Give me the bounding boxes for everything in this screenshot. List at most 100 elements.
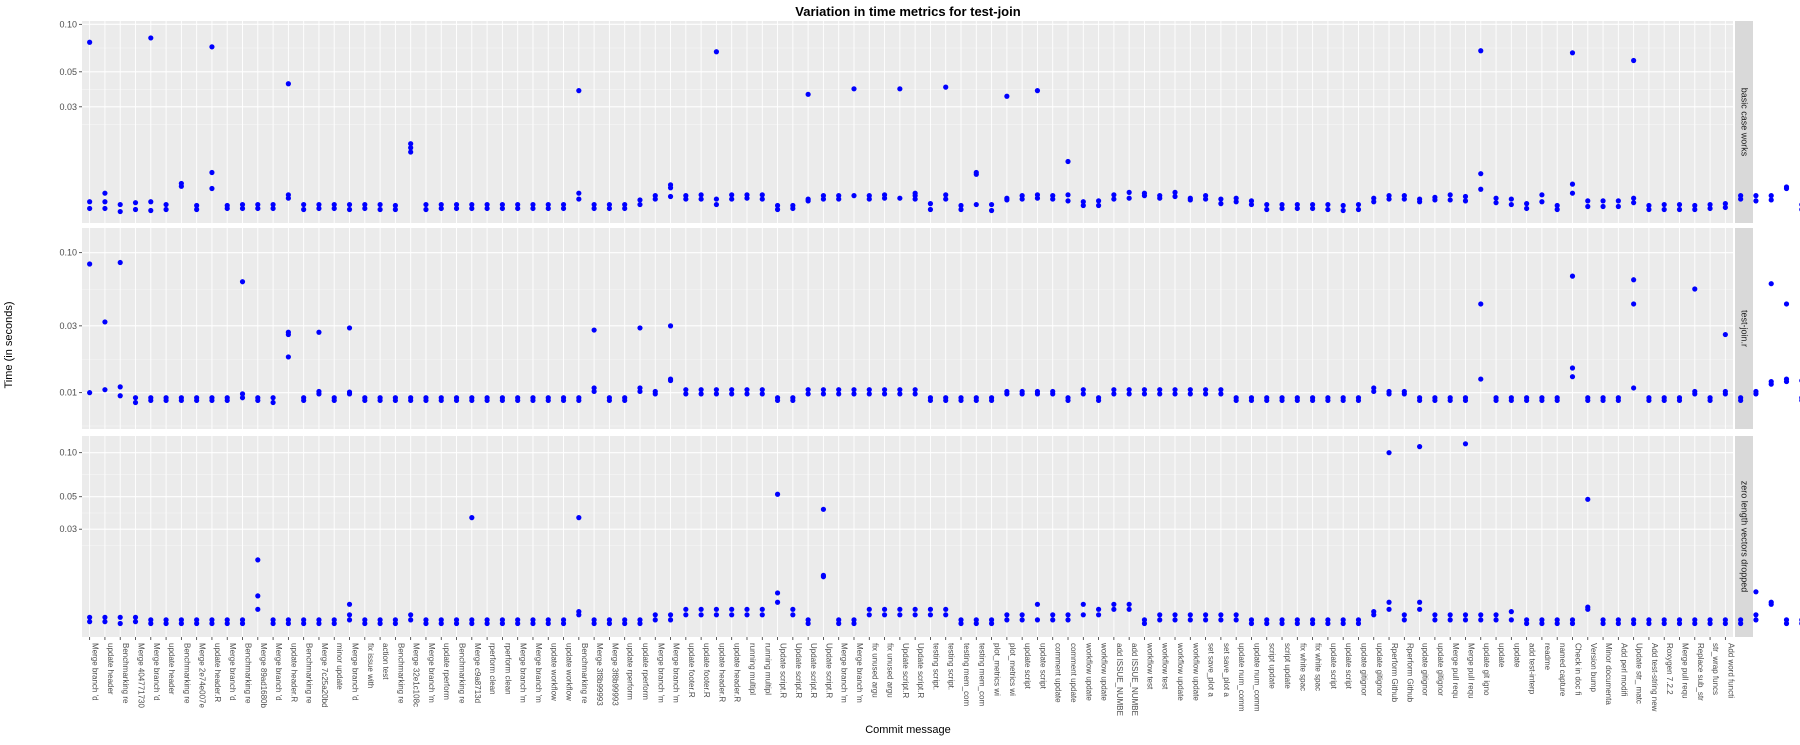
data-point bbox=[515, 201, 521, 208]
x-tick-label: workflow test bbox=[1161, 642, 1170, 690]
data-point bbox=[1172, 617, 1178, 623]
data-point bbox=[1080, 202, 1086, 209]
data-point bbox=[1692, 202, 1698, 209]
data-point bbox=[1631, 617, 1637, 623]
x-tick-label: Roxygen 7.2.2 bbox=[1665, 643, 1674, 695]
data-point bbox=[683, 196, 689, 202]
data-point bbox=[377, 620, 383, 627]
data-point bbox=[1340, 202, 1346, 209]
data-point bbox=[606, 201, 613, 208]
data-point bbox=[484, 620, 490, 627]
data-point bbox=[117, 259, 123, 266]
x-tick-label: set save_plot a bbox=[1207, 643, 1216, 697]
x-tick-label: minor update bbox=[335, 643, 344, 690]
data-point bbox=[1600, 395, 1606, 401]
data-point bbox=[683, 612, 689, 618]
data-point bbox=[102, 199, 108, 205]
data-point bbox=[1753, 612, 1759, 618]
data-point bbox=[102, 614, 108, 620]
data-point bbox=[1202, 387, 1209, 393]
data-point bbox=[1539, 620, 1545, 627]
data-point bbox=[1753, 388, 1759, 395]
x-tick-label: update rperform bbox=[641, 643, 650, 700]
data-point bbox=[1294, 620, 1300, 627]
data-point bbox=[438, 205, 444, 212]
data-point bbox=[1524, 617, 1530, 623]
x-tick-label: Benchmarking re bbox=[580, 643, 589, 704]
data-point bbox=[1187, 387, 1193, 393]
data-point bbox=[453, 617, 460, 623]
x-tick-label: update script bbox=[1023, 643, 1032, 690]
panel-1: 0.03 0.05 0.10 basic case works bbox=[59, 19, 1800, 223]
data-point bbox=[1218, 612, 1224, 618]
data-point bbox=[515, 205, 521, 212]
data-point bbox=[897, 391, 903, 397]
data-point bbox=[194, 617, 200, 623]
data-point bbox=[591, 205, 597, 212]
data-point bbox=[1753, 589, 1759, 595]
data-point bbox=[1722, 204, 1728, 211]
data-point bbox=[897, 606, 903, 612]
x-tick-label: update workflow bbox=[549, 643, 558, 701]
x-tick-label: update gitignor bbox=[1359, 643, 1368, 696]
x-tick-label: Update str_ matc bbox=[1635, 643, 1644, 704]
x-tick-label: Merge pull requ bbox=[1680, 643, 1689, 699]
x-tick-label: Merge branch 'm bbox=[855, 643, 864, 703]
data-point bbox=[1493, 612, 1499, 618]
data-point bbox=[224, 205, 230, 212]
data-point bbox=[499, 205, 505, 212]
data-point bbox=[148, 199, 154, 205]
data-point bbox=[1187, 391, 1193, 397]
x-tick-label: script update bbox=[1283, 643, 1292, 689]
data-point bbox=[1172, 193, 1178, 200]
data-point bbox=[988, 201, 995, 208]
data-point bbox=[1279, 617, 1285, 623]
data-point bbox=[713, 612, 720, 618]
data-point bbox=[1738, 617, 1744, 623]
data-point bbox=[117, 201, 123, 208]
x-tick-label: set save_plot a bbox=[1222, 643, 1231, 697]
data-point bbox=[576, 395, 582, 401]
data-point bbox=[545, 201, 551, 208]
data-point bbox=[729, 606, 735, 612]
data-point bbox=[423, 395, 429, 401]
x-tick-label: Merge pull requ bbox=[1451, 643, 1460, 699]
y-tick-label: 0.03 bbox=[59, 321, 77, 331]
data-point bbox=[1325, 201, 1331, 208]
data-point bbox=[1783, 376, 1790, 382]
data-point bbox=[362, 201, 368, 208]
data-point bbox=[1524, 395, 1530, 401]
data-point bbox=[1738, 620, 1744, 627]
data-point bbox=[1157, 391, 1163, 397]
data-point bbox=[1080, 387, 1086, 393]
data-point bbox=[1355, 206, 1362, 213]
data-point bbox=[1447, 192, 1453, 198]
data-point bbox=[881, 606, 888, 612]
x-tick-label: testing mem_com bbox=[977, 643, 986, 706]
data-points bbox=[87, 441, 1800, 627]
data-point bbox=[178, 617, 184, 623]
data-point bbox=[1738, 395, 1744, 401]
data-point bbox=[1126, 195, 1132, 201]
x-tick-label: Update script.R bbox=[809, 643, 818, 698]
data-point bbox=[209, 44, 215, 50]
data-point bbox=[1034, 601, 1041, 607]
data-point bbox=[438, 395, 444, 401]
data-point bbox=[1615, 620, 1621, 627]
data-point bbox=[622, 620, 628, 627]
x-tick-label: Merge 89ad1680b bbox=[259, 643, 268, 708]
data-point bbox=[270, 395, 276, 401]
x-tick-label: Update script.R bbox=[916, 643, 925, 698]
data-point bbox=[1325, 620, 1331, 627]
data-point bbox=[1095, 395, 1102, 401]
data-point bbox=[713, 49, 720, 55]
data-point bbox=[606, 617, 613, 623]
data-point bbox=[973, 620, 979, 627]
facet-strip bbox=[1735, 228, 1753, 429]
data-point bbox=[392, 620, 398, 627]
x-tick-label: running multipl bbox=[763, 643, 772, 695]
data-point bbox=[698, 391, 704, 397]
data-point bbox=[1508, 201, 1514, 208]
data-point bbox=[1141, 391, 1148, 397]
data-point bbox=[331, 620, 337, 627]
